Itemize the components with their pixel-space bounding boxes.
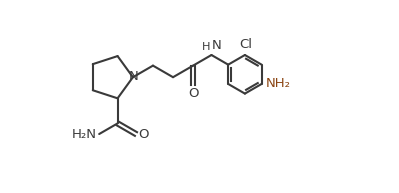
Text: Cl: Cl <box>239 38 252 51</box>
Text: O: O <box>188 87 198 100</box>
Text: N: N <box>212 39 221 52</box>
Text: O: O <box>138 129 149 141</box>
Text: H: H <box>202 42 211 52</box>
Text: N: N <box>128 70 138 83</box>
Text: H₂N: H₂N <box>72 128 97 141</box>
Text: NH₂: NH₂ <box>265 77 290 91</box>
